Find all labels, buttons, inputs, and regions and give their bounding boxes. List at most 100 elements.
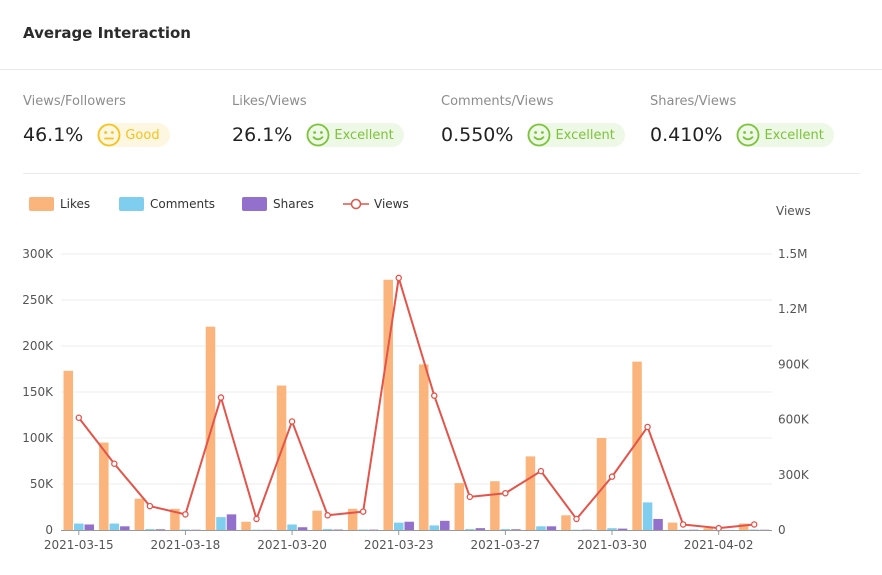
bar-likes bbox=[738, 523, 749, 530]
bar-likes bbox=[134, 498, 145, 530]
bar-likes bbox=[490, 481, 500, 530]
bar-shares bbox=[511, 529, 521, 530]
rating-badge: Excellent bbox=[306, 123, 404, 147]
legend-label-shares: Shares bbox=[273, 197, 314, 211]
bar-likes bbox=[419, 364, 429, 530]
bar-likes bbox=[205, 326, 216, 530]
views-point bbox=[288, 418, 296, 425]
bar-shares bbox=[120, 526, 130, 530]
views-point bbox=[679, 521, 687, 528]
bar-likes bbox=[596, 438, 607, 530]
views-point bbox=[253, 515, 260, 523]
y-right-tick-label: 900K bbox=[778, 357, 810, 371]
views-point bbox=[359, 508, 367, 515]
x-tick-label: 2021-03-27 bbox=[471, 538, 541, 552]
bar-shares bbox=[617, 528, 628, 530]
views-point bbox=[75, 414, 83, 422]
y-left-tick-label: 100K bbox=[22, 431, 54, 445]
legend-line-views-icon bbox=[343, 198, 369, 210]
rating-label: Good bbox=[125, 127, 160, 143]
views-point bbox=[395, 274, 402, 282]
bar-likes bbox=[667, 522, 678, 530]
rating-label: Excellent bbox=[334, 127, 394, 143]
smile-face-icon bbox=[528, 123, 551, 147]
views-point bbox=[466, 493, 474, 501]
views-point bbox=[750, 521, 758, 528]
rating-badge: Excellent bbox=[736, 123, 834, 147]
y-right-tick-label: 1.2M bbox=[778, 302, 807, 316]
y-left-tick-label: 300K bbox=[22, 247, 54, 261]
metric-value: 0.410% bbox=[650, 124, 723, 146]
bar-likes bbox=[170, 508, 180, 530]
header-divider bbox=[0, 69, 882, 70]
bar-likes bbox=[312, 510, 322, 530]
bar-comments bbox=[216, 517, 226, 530]
views-point bbox=[608, 473, 616, 480]
metrics-divider bbox=[23, 173, 860, 174]
metric-value: 26.1% bbox=[232, 124, 293, 146]
y-left-tick-label: 0 bbox=[45, 523, 53, 537]
x-tick-label: 2021-03-15 bbox=[44, 538, 114, 552]
bar-comments bbox=[74, 523, 84, 530]
bar-likes bbox=[347, 508, 358, 530]
metric-likes-views: Likes/Views 26.1% Excellent bbox=[232, 94, 432, 147]
metric-label: Likes/Views bbox=[232, 94, 307, 109]
bar-comments bbox=[109, 523, 120, 530]
metric-label: Comments/Views bbox=[441, 94, 554, 109]
metric-comments-views: Comments/Views 0.550% Excellent bbox=[441, 94, 641, 147]
legend-swatch-shares bbox=[242, 197, 267, 211]
legend-item-comments[interactable]: Comments bbox=[119, 197, 215, 211]
legend-swatch-likes bbox=[29, 197, 54, 211]
neutral-face-icon bbox=[97, 123, 121, 147]
bar-shares bbox=[440, 520, 450, 530]
bar-likes bbox=[703, 528, 713, 530]
y-right-axis-title: Views bbox=[776, 204, 811, 218]
y-left-tick-label: 200K bbox=[22, 339, 54, 353]
views-point bbox=[431, 392, 438, 399]
bar-shares bbox=[226, 514, 237, 530]
bar-comments bbox=[322, 529, 333, 530]
y-left-tick-label: 150K bbox=[22, 385, 54, 399]
chart-views-line bbox=[75, 274, 758, 532]
metric-label: Views/Followers bbox=[23, 94, 126, 109]
legend-item-views[interactable]: Views bbox=[343, 197, 409, 211]
legend-item-likes[interactable]: Likes bbox=[29, 197, 90, 211]
bar-shares bbox=[653, 518, 663, 530]
rating-badge: Excellent bbox=[527, 123, 625, 147]
bar-likes bbox=[383, 279, 393, 530]
y-right-tick-label: 600K bbox=[778, 413, 810, 427]
bar-likes bbox=[525, 456, 536, 530]
bar-comments bbox=[429, 525, 440, 530]
views-point bbox=[182, 511, 189, 518]
rating-badge: Good bbox=[97, 123, 170, 147]
bar-comments bbox=[642, 502, 653, 530]
bar-shares bbox=[297, 527, 308, 530]
smile-face-icon bbox=[737, 123, 760, 147]
chart-axes: 0 50K 100K 150K 200K 250K 300K 0 300K 600K 900K 1.2… bbox=[22, 204, 811, 552]
metric-shares-views: Shares/Views 0.410% Excellent bbox=[650, 94, 850, 147]
views-point bbox=[111, 460, 118, 468]
legend-item-shares[interactable]: Shares bbox=[242, 197, 314, 211]
views-point bbox=[502, 489, 509, 497]
bar-likes bbox=[241, 521, 251, 530]
bar-shares bbox=[84, 524, 95, 530]
bar-comments bbox=[607, 528, 617, 530]
rating-label: Excellent bbox=[764, 127, 824, 143]
bar-likes bbox=[632, 361, 642, 530]
views-point bbox=[644, 423, 651, 431]
views-point bbox=[146, 502, 154, 510]
bar-shares bbox=[404, 521, 414, 530]
y-left-tick-label: 250K bbox=[22, 293, 54, 307]
views-point bbox=[537, 467, 545, 475]
views-point bbox=[217, 394, 225, 401]
chart-legend: Likes Comments Shares Views bbox=[0, 197, 882, 217]
y-left-tick-label: 50K bbox=[30, 477, 54, 491]
metric-value: 46.1% bbox=[23, 124, 84, 146]
bar-likes bbox=[63, 370, 74, 530]
rating-label: Excellent bbox=[555, 127, 615, 143]
metric-views-followers: Views/Followers 46.1% Good bbox=[23, 94, 223, 147]
bar-comments bbox=[287, 524, 297, 530]
views-point bbox=[573, 515, 580, 523]
views-line bbox=[77, 276, 755, 530]
